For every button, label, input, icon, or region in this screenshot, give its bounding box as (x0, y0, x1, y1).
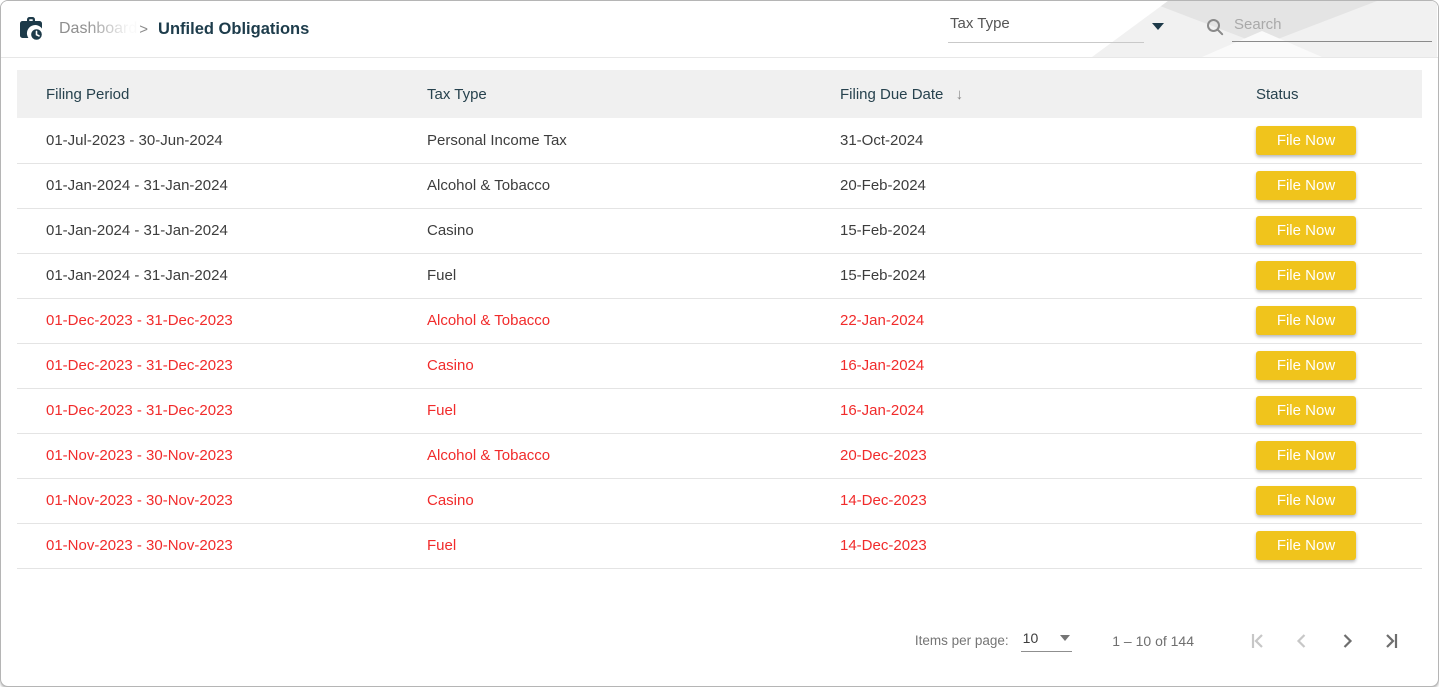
chevron-down-icon (1060, 634, 1071, 641)
paginator: Items per page: 10 1 – 10 of 144 (1, 621, 1438, 661)
tax-type-cell: Casino (427, 208, 840, 254)
tax-type-cell: Casino (427, 478, 840, 524)
tax-type-cell: Personal Income Tax (427, 118, 840, 164)
filing-period-cell: 01-Dec-2023 - 31-Dec-2023 (17, 388, 427, 434)
filing-due-date-cell: 16-Jan-2024 (840, 388, 1256, 434)
last-page-button[interactable] (1372, 621, 1412, 661)
filing-due-date-cell: 22-Jan-2024 (840, 298, 1256, 344)
table-body: 01-Jul-2023 - 30-Jun-2024 Personal Incom… (17, 118, 1422, 569)
table-row: 01-Dec-2023 - 31-Dec-2023 Casino 16-Jan-… (17, 343, 1422, 389)
file-now-button[interactable]: File Now (1256, 486, 1356, 515)
sort-descending-icon[interactable]: ↓ (955, 85, 964, 103)
table-row: 01-Jan-2024 - 31-Jan-2024 Fuel 15-Feb-20… (17, 253, 1422, 299)
file-now-button[interactable]: File Now (1256, 306, 1356, 335)
file-now-button[interactable]: File Now (1256, 396, 1356, 425)
status-cell: File Now (1256, 433, 1422, 479)
first-page-button[interactable] (1237, 621, 1277, 661)
search-icon (1207, 19, 1224, 36)
breadcrumb: Dashboard > Unfiled Obligations (59, 20, 309, 39)
filing-due-date-cell: 14-Dec-2023 (840, 523, 1256, 569)
first-page-icon (1251, 633, 1263, 648)
tax-type-cell: Fuel (427, 253, 840, 299)
filing-period-cell: 01-Jul-2023 - 30-Jun-2024 (17, 118, 427, 164)
status-cell: File Now (1256, 208, 1422, 254)
column-header-tax-type[interactable]: Tax Type (427, 70, 840, 118)
filing-period-cell: 01-Dec-2023 - 31-Dec-2023 (17, 343, 427, 389)
filing-period-cell: 01-Jan-2024 - 31-Jan-2024 (17, 208, 427, 254)
items-per-page-value: 10 (1022, 629, 1039, 646)
tax-type-filter-label: Tax Type (948, 15, 1144, 43)
tax-type-cell: Fuel (427, 523, 840, 569)
table-row: 01-Dec-2023 - 31-Dec-2023 Alcohol & Toba… (17, 298, 1422, 344)
filing-due-date-cell: 14-Dec-2023 (840, 478, 1256, 524)
top-bar-controls: Tax Type (948, 15, 1438, 43)
breadcrumb-separator: > (139, 20, 149, 38)
last-page-icon (1386, 633, 1398, 648)
filing-due-date-cell: 31-Oct-2024 (840, 118, 1256, 164)
column-header-filing-due-date-label: Filing Due Date (840, 85, 944, 103)
status-cell: File Now (1256, 298, 1422, 344)
tax-type-filter-select[interactable]: Tax Type (948, 15, 1164, 43)
chevron-down-icon (1152, 23, 1164, 30)
page-title: Unfiled Obligations (158, 19, 310, 38)
file-now-button[interactable]: File Now (1256, 531, 1356, 560)
table-row: 01-Nov-2023 - 30-Nov-2023 Fuel 14-Dec-20… (17, 523, 1422, 569)
search-box (1206, 16, 1432, 42)
status-cell: File Now (1256, 343, 1422, 389)
filing-due-date-cell: 20-Dec-2023 (840, 433, 1256, 479)
status-cell: File Now (1256, 253, 1422, 299)
status-cell: File Now (1256, 478, 1422, 524)
status-cell: File Now (1256, 163, 1422, 209)
tax-type-cell: Casino (427, 343, 840, 389)
page-range-label: 1 – 10 of 144 (1112, 632, 1194, 649)
next-page-button[interactable] (1327, 621, 1367, 661)
status-cell: File Now (1256, 523, 1422, 569)
briefcase-clock-icon (20, 17, 44, 42)
top-bar: Dashboard > Unfiled Obligations Tax Type (1, 1, 1438, 58)
table-row: 01-Nov-2023 - 30-Nov-2023 Alcohol & Toba… (17, 433, 1422, 479)
column-header-filing-period[interactable]: Filing Period (17, 70, 427, 118)
breadcrumb-dashboard-link[interactable]: Dashboard (59, 20, 138, 37)
previous-page-button[interactable] (1282, 621, 1322, 661)
unfiled-obligations-table: Filing Period Tax Type Filing Due Date ↓… (17, 70, 1422, 569)
file-now-button[interactable]: File Now (1256, 261, 1356, 290)
tax-type-cell: Alcohol & Tobacco (427, 298, 840, 344)
table-header-row: Filing Period Tax Type Filing Due Date ↓… (17, 70, 1422, 118)
filing-due-date-cell: 15-Feb-2024 (840, 208, 1256, 254)
filing-due-date-cell: 15-Feb-2024 (840, 253, 1256, 299)
file-now-button[interactable]: File Now (1256, 125, 1356, 155)
column-header-filing-due-date[interactable]: Filing Due Date ↓ (840, 70, 1256, 118)
file-now-button[interactable]: File Now (1256, 171, 1356, 200)
items-per-page-label: Items per page: (914, 633, 1009, 648)
tax-type-cell: Alcohol & Tobacco (427, 163, 840, 209)
tax-type-cell: Fuel (427, 388, 840, 434)
file-now-button[interactable]: File Now (1256, 216, 1356, 245)
search-input[interactable] (1232, 16, 1432, 42)
filing-period-cell: 01-Nov-2023 - 30-Nov-2023 (17, 523, 427, 569)
column-header-status: Status (1256, 70, 1422, 118)
filing-period-cell: 01-Jan-2024 - 31-Jan-2024 (17, 163, 427, 209)
table-row: 01-Nov-2023 - 30-Nov-2023 Casino 14-Dec-… (17, 478, 1422, 524)
status-cell: File Now (1256, 118, 1422, 164)
table-row: 01-Jan-2024 - 31-Jan-2024 Alcohol & Toba… (17, 163, 1422, 209)
chevron-left-icon (1296, 633, 1306, 648)
table-row: 01-Jan-2024 - 31-Jan-2024 Casino 15-Feb-… (17, 208, 1422, 254)
tax-type-cell: Alcohol & Tobacco (427, 433, 840, 479)
filing-due-date-cell: 20-Feb-2024 (840, 163, 1256, 209)
table-row: 01-Dec-2023 - 31-Dec-2023 Fuel 16-Jan-20… (17, 388, 1422, 434)
filing-period-cell: 01-Nov-2023 - 30-Nov-2023 (17, 478, 427, 524)
filing-period-cell: 01-Nov-2023 - 30-Nov-2023 (17, 433, 427, 479)
chevron-right-icon (1343, 633, 1353, 648)
file-now-button[interactable]: File Now (1256, 441, 1356, 470)
table-row: 01-Jul-2023 - 30-Jun-2024 Personal Incom… (17, 118, 1422, 164)
status-cell: File Now (1256, 388, 1422, 434)
filing-period-cell: 01-Dec-2023 - 31-Dec-2023 (17, 298, 427, 344)
items-per-page-select[interactable]: 10 (1020, 629, 1073, 652)
filing-due-date-cell: 16-Jan-2024 (840, 343, 1256, 389)
file-now-button[interactable]: File Now (1256, 351, 1356, 380)
filing-period-cell: 01-Jan-2024 - 31-Jan-2024 (17, 253, 427, 299)
